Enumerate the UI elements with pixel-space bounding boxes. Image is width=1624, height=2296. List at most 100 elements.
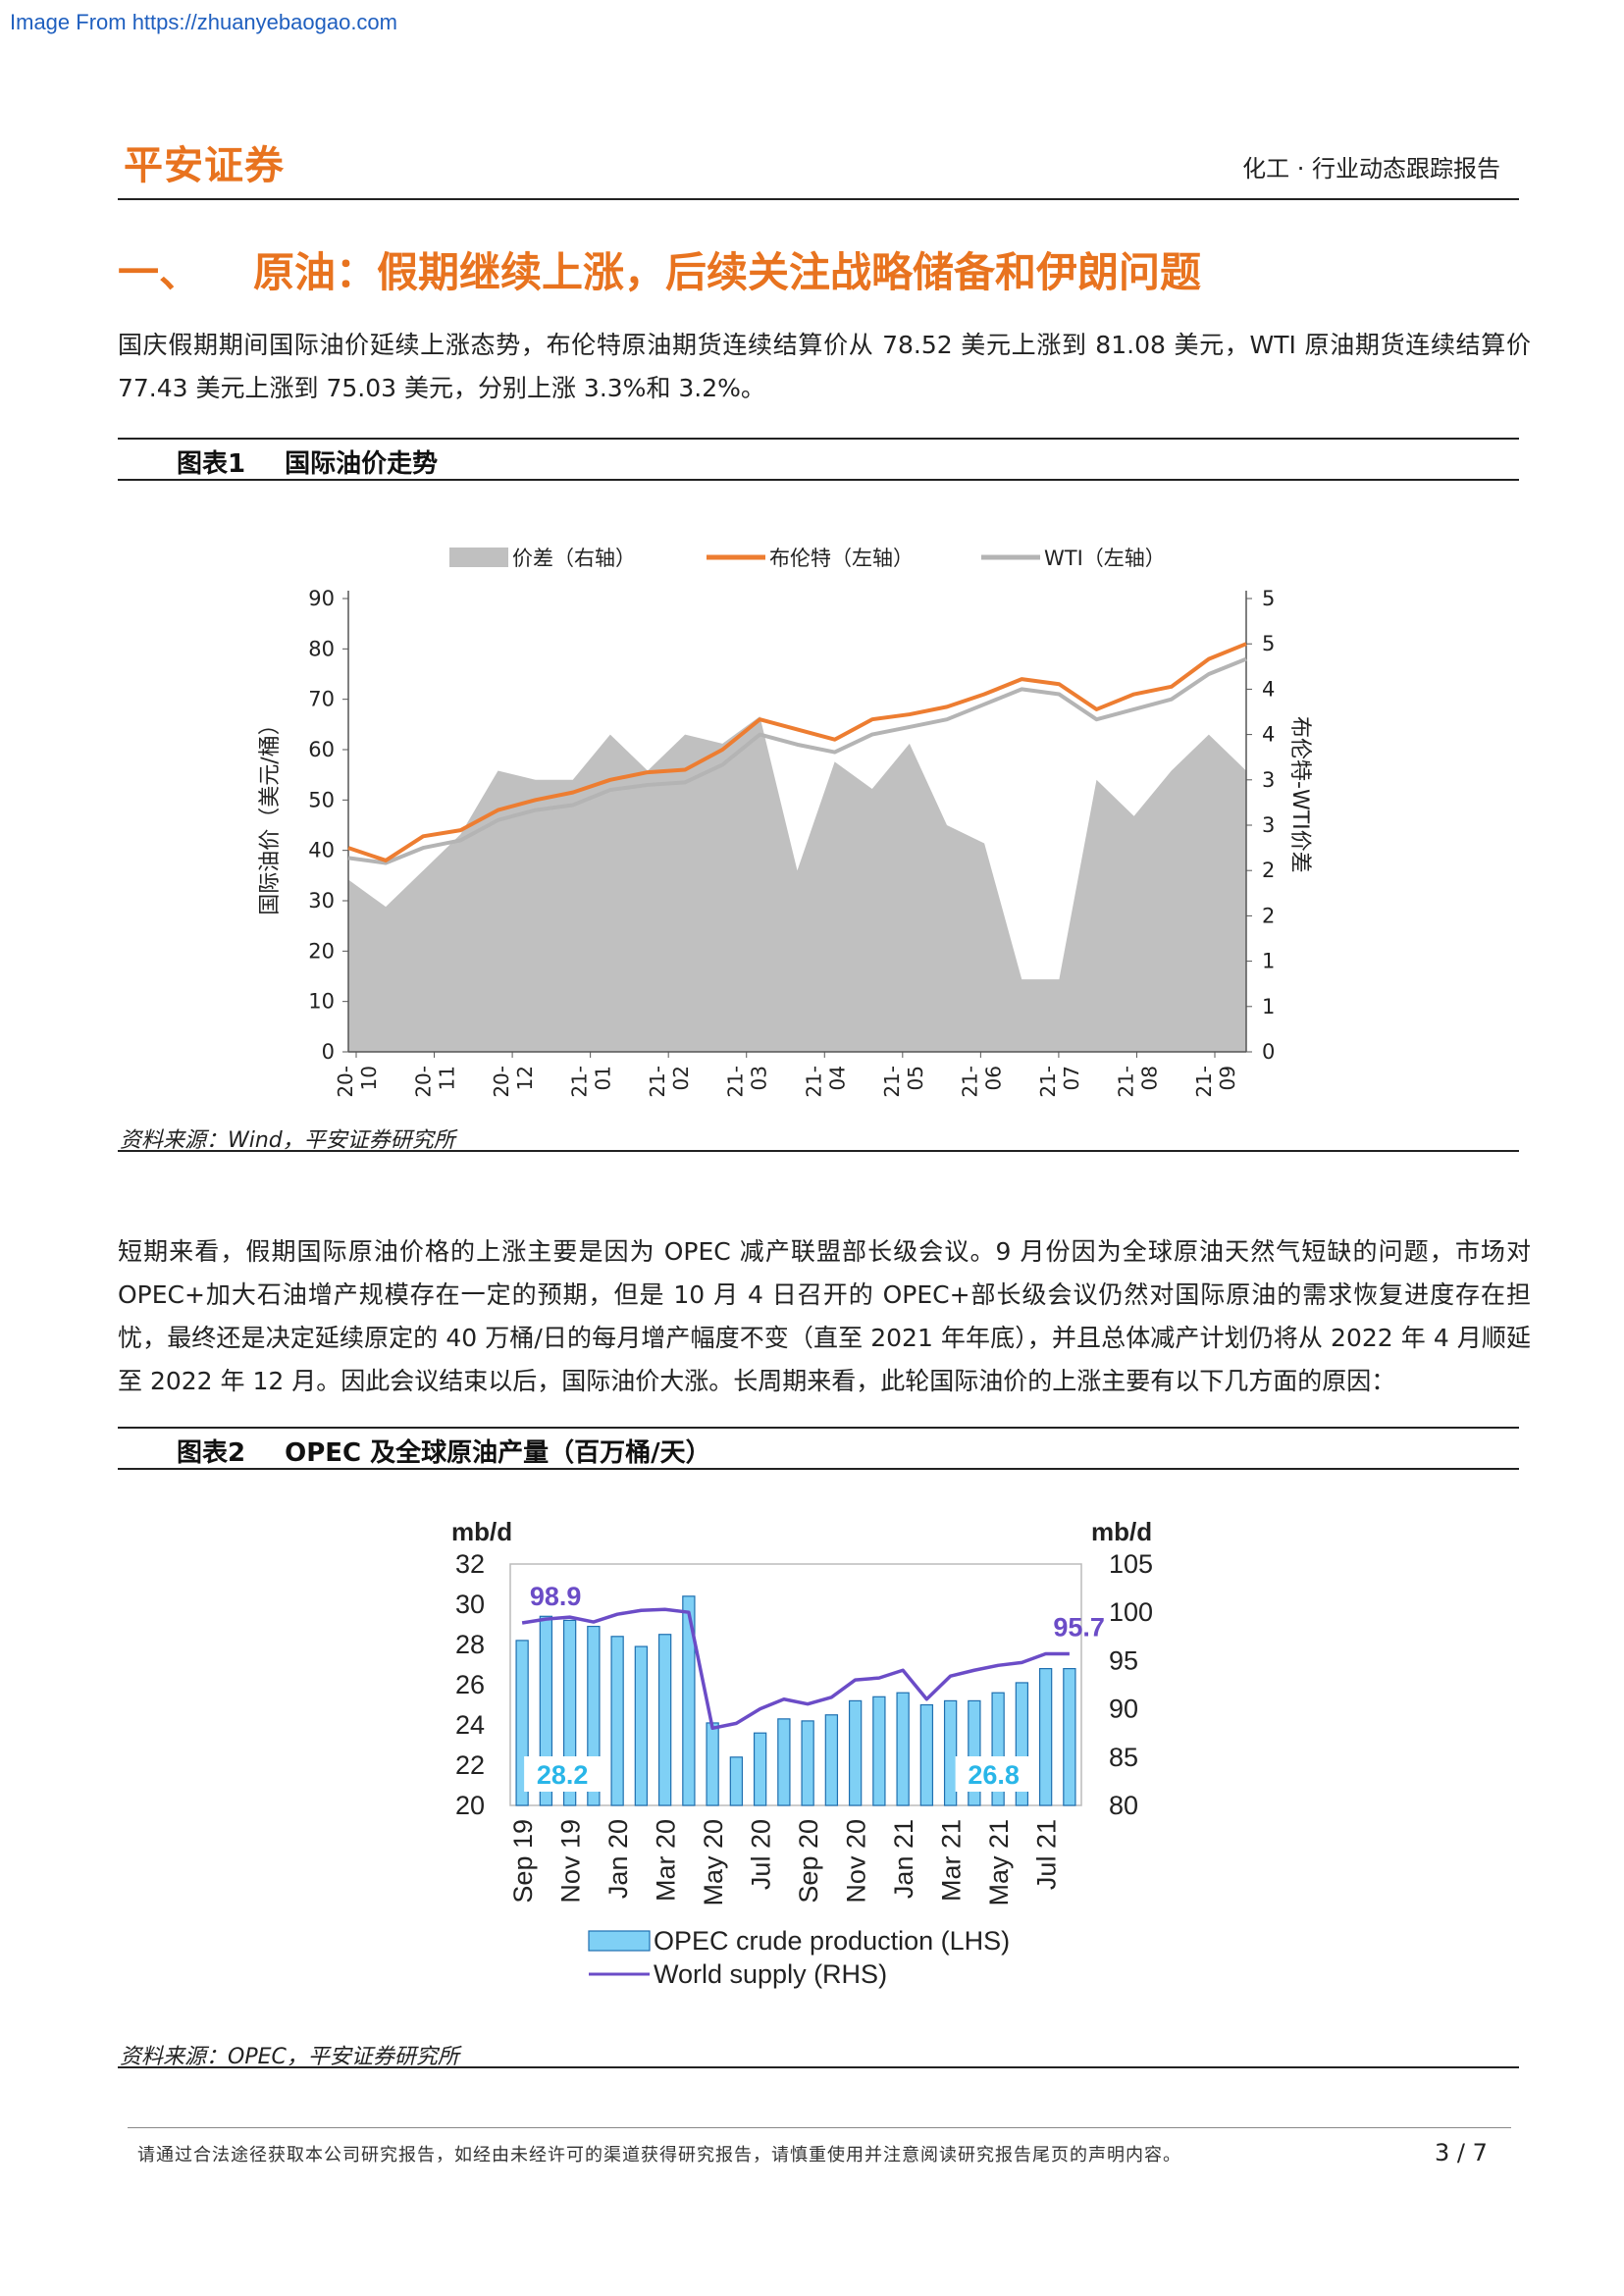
chart1-xtick-label: 2021- [724, 1066, 748, 1099]
footer-disclaimer: 请通过合法途径获取本公司研究报告，如经由未经许可的渠道获得研究报告，请慎重使用并… [137, 2145, 1181, 2166]
chart2-frame [509, 1563, 1082, 1806]
chart1-xtick-label: 03 [748, 1066, 771, 1090]
chart1-ytick-label: 0 [322, 1040, 335, 1064]
paragraph-oil-price: 国庆假期期间国际油价延续上涨态势，布伦特原油期货连续结算价从 78.52 美元上… [118, 331, 1531, 402]
footer-rule [128, 2127, 1511, 2128]
chart2-ytick-label: 32 [455, 1549, 485, 1579]
world-supply-line [521, 1607, 1070, 1731]
opec-bar [706, 1722, 719, 1806]
opec-bar [634, 1645, 649, 1806]
price-lines-layer [347, 642, 1247, 865]
chart2-xtick-label: May 20 [699, 1819, 728, 1906]
figure2-bottom-rule [118, 2066, 1519, 2068]
figure2-title-rule [118, 1468, 1519, 1470]
chart2-y2tick-label: 90 [1109, 1695, 1138, 1724]
world-supply-callout: 98.9 [530, 1582, 582, 1611]
opec-bar [848, 1699, 863, 1806]
report-type: 化工 · 行业动态跟踪报告 [1242, 155, 1500, 183]
chart1-xtick-label: 2021- [568, 1066, 592, 1099]
opec-callout-box [955, 1756, 1032, 1792]
chart2-xtick-label: May 21 [984, 1819, 1014, 1906]
figure2-label: 图表2 [177, 1438, 246, 1468]
opec-bar [753, 1732, 767, 1806]
chart2-ytick-label: 30 [455, 1590, 485, 1619]
chart2-ytick-label: 24 [455, 1710, 485, 1740]
figure1-bottom-rule [118, 1150, 1519, 1152]
opec-bar [610, 1636, 624, 1806]
chart1-xtick-label: 12 [513, 1066, 537, 1090]
source-watermark: Image From https://zhuanyebaogao.com [10, 10, 397, 34]
opec-callout: 26.8 [968, 1760, 1020, 1790]
chart1-xtick-label: 01 [592, 1066, 615, 1090]
chart2-y2tick-label: 95 [1109, 1645, 1138, 1675]
oil-price-chart: 价差（右轴） 布伦特（左轴） WTI（左轴） 0102030405060708090… [258, 547, 1312, 1099]
chart2-y2label: mb/d [1091, 1517, 1152, 1546]
chart1-ytick-label: 70 [308, 688, 335, 711]
chart1-xtick-label: 02 [669, 1066, 693, 1090]
legend-spread-swatch [449, 548, 508, 567]
opec-bar [872, 1696, 886, 1806]
opec-bar [682, 1595, 696, 1806]
chart1-xtick-label: 04 [825, 1066, 849, 1090]
chart1-xtick-label: 2021- [958, 1066, 981, 1099]
figure2-title: 图表2 OPEC 及全球原油产量（百万桶/天） [177, 1433, 711, 1469]
chart2-xtick-label: Jul 21 [1032, 1819, 1062, 1890]
chart1-ytick-label: 40 [308, 839, 335, 862]
legend-spread-label: 价差（右轴） [512, 547, 636, 570]
opec-bar [824, 1714, 839, 1806]
legend-opec-swatch [588, 1930, 651, 1952]
chart1-xtick-label: 2020- [490, 1066, 513, 1099]
spread-area [348, 716, 1246, 1052]
chart2-y2tick-label: 80 [1109, 1791, 1138, 1820]
chart2-ytick-label: 26 [455, 1670, 485, 1699]
chart2-xtick-label: Mar 20 [652, 1819, 681, 1902]
legend-brent-label: 布伦特（左轴） [769, 547, 914, 570]
chart1-xtick-label: 05 [904, 1066, 927, 1090]
chart1-y2tick-label: 3 [1262, 768, 1275, 792]
chart1-xtick-label: 08 [1137, 1066, 1161, 1090]
figure1-title-rule [118, 479, 1519, 481]
chart1-y2tick-label: 1 [1262, 995, 1275, 1018]
chart1-ytick-label: 30 [308, 889, 335, 913]
chart1-y2tick-label: 3 [1262, 813, 1275, 837]
chart1-ytick-label: 50 [308, 788, 335, 811]
opec-bar [657, 1634, 672, 1806]
chart1-xtick-label: 2021- [1114, 1066, 1137, 1099]
world-supply-callout: 95.7 [1053, 1613, 1105, 1643]
chart2-xtick-label: Nov 20 [842, 1819, 871, 1904]
chart1-xtick-label: 2021- [802, 1066, 825, 1099]
chart1-xtick-label: 2021- [1192, 1066, 1216, 1099]
chart1-ytick-label: 60 [308, 738, 335, 761]
legend-world-label: World supply (RHS) [654, 1959, 887, 1989]
chart1-ytick-label: 80 [308, 637, 335, 660]
figure2-top-rule [118, 1427, 1519, 1429]
chart2-xtick-label: Jul 20 [747, 1819, 776, 1890]
page-number: 3 / 7 [1435, 2139, 1488, 2166]
chart1-ytick-label: 90 [308, 587, 335, 610]
chart1-y2tick-label: 1 [1262, 950, 1275, 973]
chart1-xtick-label: 06 [981, 1066, 1005, 1090]
opec-callout-box [524, 1756, 602, 1792]
chart1-y2tick-label: 4 [1262, 677, 1275, 701]
chart2-legend: OPEC crude production (LHS)World supply … [588, 1926, 1010, 1989]
chart1-xtick-label: 10 [357, 1066, 381, 1090]
figure2-source: 资料来源：OPEC，平安证券研究所 [120, 2045, 459, 2069]
chart1-xtick-label: 2021- [1036, 1066, 1060, 1099]
chart2-ytick-label: 28 [455, 1630, 485, 1659]
opec-production-chart: mb/d mb/d 20 22 24 26 28 30 32 80 85 90 95 100 105 Sep … [451, 1517, 1153, 1989]
chart1-xtick-label: 11 [436, 1066, 459, 1090]
figure2-title-text: OPEC 及全球原油产量（百万桶/天） [285, 1438, 711, 1468]
opec-bar [919, 1703, 934, 1806]
chart2-annotations: 98.9 95.7 28.2 26.8 [524, 1582, 1105, 1792]
chart1-xtick-label: 07 [1060, 1066, 1083, 1090]
chart1-y2tick-label: 4 [1262, 723, 1275, 747]
header-divider [118, 198, 1519, 200]
opec-bar [896, 1692, 910, 1806]
chart1-xtick-label: 09 [1216, 1066, 1239, 1090]
chart1-legend: 价差（右轴） 布伦特（左轴） WTI（左轴） [449, 547, 1166, 570]
opec-bar [1038, 1668, 1053, 1806]
spread-area-layer [348, 716, 1246, 1052]
chart2-xtick-label: Nov 19 [556, 1819, 586, 1904]
section-title-text: 原油：假期继续上涨，后续关注战略储备和伊朗问题 [253, 248, 1202, 296]
chart1-ylabel: 国际油价（美元/桶） [258, 713, 283, 914]
